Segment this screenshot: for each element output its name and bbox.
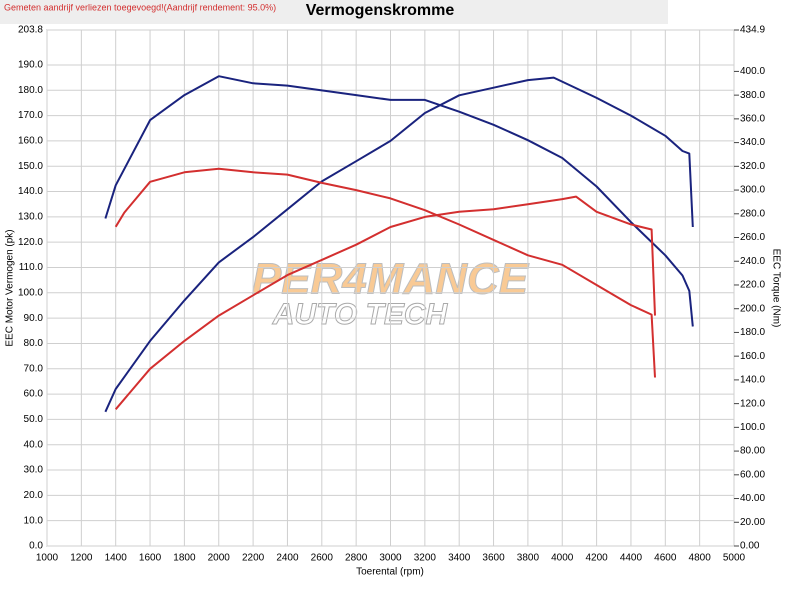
y2-tick-label: 100.0 xyxy=(740,422,765,433)
y2-tick-label: 0.00 xyxy=(740,541,760,552)
y2-tick-label: 220.0 xyxy=(740,280,765,291)
y2-tick-label: 434.9 xyxy=(740,25,765,36)
x-tick-label: 1600 xyxy=(139,553,162,564)
x-tick-label: 2400 xyxy=(276,553,299,564)
x-tick-label: 2600 xyxy=(311,553,334,564)
y2-tick-label: 360.0 xyxy=(740,114,765,125)
y2-tick-label: 40.00 xyxy=(740,493,765,504)
y2-tick-label: 280.0 xyxy=(740,208,765,219)
y-tick-label: 120.0 xyxy=(18,237,43,248)
y2-tick-label: 20.00 xyxy=(740,517,765,528)
y-tick-label: 130.0 xyxy=(18,211,43,222)
title-bar xyxy=(0,0,668,24)
y2-tick-label: 200.0 xyxy=(740,303,765,314)
y2-tick-label: 120.0 xyxy=(740,398,765,409)
y2-tick-label: 260.0 xyxy=(740,232,765,243)
x-tick-label: 1800 xyxy=(173,553,196,564)
x-tick-label: 3200 xyxy=(414,553,437,564)
x-tick-label: 1000 xyxy=(36,553,59,564)
y-tick-label: 160.0 xyxy=(18,136,43,147)
y-tick-label: 80.0 xyxy=(24,338,44,349)
watermark-text: AUTO TECH xyxy=(272,298,449,331)
y-tick-label: 40.0 xyxy=(24,439,44,450)
series-line xyxy=(114,167,656,378)
y-tick-label: 190.0 xyxy=(18,60,43,71)
y-tick-label: 0.0 xyxy=(29,541,43,552)
y2-tick-label: 300.0 xyxy=(740,185,765,196)
y-axis-label: EEC Motor Vermogen (pk) xyxy=(5,229,16,346)
x-tick-label: 2200 xyxy=(242,553,265,564)
y2-tick-label: 240.0 xyxy=(740,256,765,267)
x-tick-label: 4400 xyxy=(620,553,643,564)
y2-tick-label: 60.00 xyxy=(740,469,765,480)
y2-tick-label: 160.0 xyxy=(740,351,765,362)
x-tick-label: 2000 xyxy=(208,553,231,564)
y2-tick-label: 80.00 xyxy=(740,446,765,457)
x-tick-label: 5000 xyxy=(723,553,746,564)
x-tick-label: 1400 xyxy=(105,553,128,564)
chart-title: Vermogenskromme xyxy=(306,2,455,19)
x-tick-label: 4000 xyxy=(551,553,574,564)
y-tick-label: 10.0 xyxy=(24,515,44,526)
y2-tick-label: 400.0 xyxy=(740,66,765,77)
y-tick-label: 150.0 xyxy=(18,161,43,172)
y-tick-label: 50.0 xyxy=(24,414,44,425)
y2-axis-label: EEC Torque (Nm) xyxy=(770,249,781,328)
y2-tick-label: 140.0 xyxy=(740,375,765,386)
x-axis-label: Toerental (rpm) xyxy=(356,567,424,578)
x-tick-label: 4800 xyxy=(689,553,712,564)
x-tick-label: 1200 xyxy=(70,553,93,564)
x-tick-label: 3600 xyxy=(482,553,505,564)
y-tick-label: 90.0 xyxy=(24,313,44,324)
series-line xyxy=(104,76,694,413)
series-line xyxy=(114,195,656,410)
x-tick-label: 3800 xyxy=(517,553,540,564)
x-tick-label: 4200 xyxy=(585,553,608,564)
x-tick-label: 3400 xyxy=(448,553,471,564)
note: Gemeten aandrijf verliezen toegevoegd!(A… xyxy=(4,2,276,12)
y-tick-label: 70.0 xyxy=(24,363,44,374)
y-tick-label: 140.0 xyxy=(18,186,43,197)
y2-tick-label: 380.0 xyxy=(740,90,765,101)
y-tick-label: 110.0 xyxy=(19,262,44,273)
y2-tick-label: 320.0 xyxy=(740,161,765,172)
series-line xyxy=(104,75,694,327)
x-tick-label: 4600 xyxy=(654,553,677,564)
x-tick-label: 3000 xyxy=(379,553,402,564)
y2-tick-label: 340.0 xyxy=(740,137,765,148)
y-tick-label: 203.8 xyxy=(18,25,43,36)
y-tick-label: 180.0 xyxy=(18,85,43,96)
y-tick-label: 20.0 xyxy=(24,490,44,501)
y2-tick-label: 180.0 xyxy=(740,327,765,338)
y-tick-label: 60.0 xyxy=(24,389,44,400)
y-tick-label: 170.0 xyxy=(18,110,43,121)
watermark: PER4MANCE AUTO TECH xyxy=(251,254,530,331)
x-tick-label: 2800 xyxy=(345,553,368,564)
y-tick-label: 30.0 xyxy=(24,465,44,476)
y-tick-label: 100.0 xyxy=(18,287,43,298)
